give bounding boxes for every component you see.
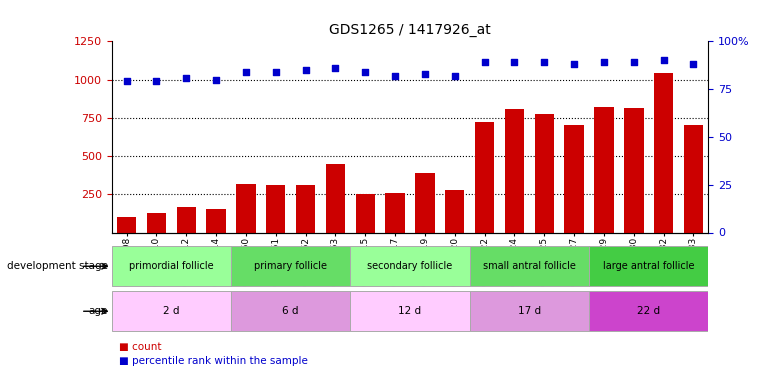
Text: primary follicle: primary follicle [254,261,327,271]
Bar [147,213,166,232]
Bar [176,207,196,232]
Point [330,65,342,71]
Bar [326,164,345,232]
Bar [470,246,589,286]
Bar [654,74,673,232]
Bar [386,193,405,232]
Bar [470,291,589,331]
Point [449,73,461,79]
Bar [117,217,136,232]
Bar [350,246,470,286]
Bar [236,183,256,232]
Bar [564,125,584,232]
Point [508,59,521,65]
Bar [684,125,703,232]
Bar [206,209,226,232]
Point [239,69,252,75]
Text: secondary follicle: secondary follicle [367,261,453,271]
Bar [112,291,231,331]
Text: primordial follicle: primordial follicle [129,261,213,271]
Point [359,69,371,75]
Text: 17 d: 17 d [517,306,541,316]
Point [658,57,670,63]
Bar [356,194,375,232]
Bar [589,291,708,331]
Point [419,71,431,77]
Bar [231,291,350,331]
Point [389,73,401,79]
Bar [415,173,434,232]
Point [180,75,192,81]
Text: 6 d: 6 d [283,306,299,316]
Point [538,59,551,65]
Bar [589,246,708,286]
Text: 22 d: 22 d [637,306,661,316]
Point [270,69,282,75]
Text: ■ count: ■ count [119,342,162,352]
Point [688,61,700,67]
Bar [505,109,524,232]
Bar [112,246,231,286]
Text: small antral follicle: small antral follicle [483,261,576,271]
Text: development stage: development stage [7,261,108,271]
Bar [266,185,286,232]
Point [478,59,490,65]
Bar [445,190,464,232]
Title: GDS1265 / 1417926_at: GDS1265 / 1417926_at [329,24,491,38]
Bar [594,107,614,232]
Bar [296,185,315,232]
Point [150,78,162,84]
Point [120,78,132,84]
Text: 12 d: 12 d [398,306,422,316]
Text: large antral follicle: large antral follicle [603,261,695,271]
Bar [350,291,470,331]
Bar [534,114,554,232]
Bar [475,122,494,232]
Point [598,59,610,65]
Point [628,59,640,65]
Text: ■ percentile rank within the sample: ■ percentile rank within the sample [119,356,308,366]
Point [210,76,223,82]
Point [568,61,581,67]
Text: 2 d: 2 d [163,306,179,316]
Bar [231,246,350,286]
Bar [624,108,644,232]
Text: age: age [89,306,108,316]
Point [300,67,312,73]
